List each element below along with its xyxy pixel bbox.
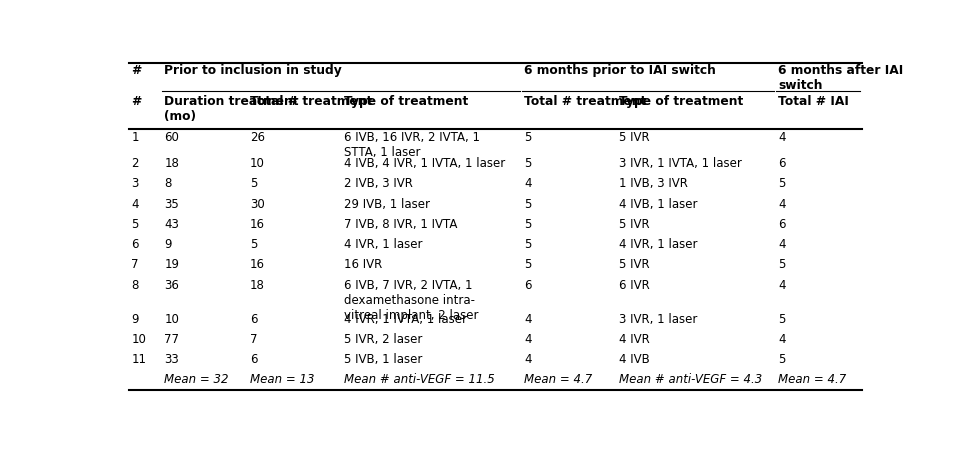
Text: 26: 26 <box>250 131 265 144</box>
Text: Mean = 32: Mean = 32 <box>164 374 229 387</box>
Text: 60: 60 <box>164 131 179 144</box>
Text: #: # <box>132 64 141 77</box>
Text: 4: 4 <box>524 177 531 190</box>
Text: 43: 43 <box>164 218 179 231</box>
Text: 5: 5 <box>524 198 531 211</box>
Text: 10: 10 <box>132 333 146 346</box>
Text: #: # <box>132 95 141 108</box>
Text: 9: 9 <box>132 313 138 326</box>
Text: 16 IVR: 16 IVR <box>344 258 382 271</box>
Text: 6: 6 <box>524 279 531 292</box>
Text: 4 IVR, 1 laser: 4 IVR, 1 laser <box>344 238 423 251</box>
Text: 6: 6 <box>132 238 138 251</box>
Text: 11: 11 <box>132 353 146 366</box>
Text: 4: 4 <box>777 279 785 292</box>
Text: 4 IVR: 4 IVR <box>618 333 649 346</box>
Text: 6 IVR: 6 IVR <box>618 279 649 292</box>
Text: 19: 19 <box>164 258 179 271</box>
Text: 5: 5 <box>524 238 531 251</box>
Text: 18: 18 <box>164 158 179 170</box>
Text: 3: 3 <box>132 177 138 190</box>
Text: 5: 5 <box>524 131 531 144</box>
Text: Duration treatment
(mo): Duration treatment (mo) <box>164 95 298 123</box>
Text: 8: 8 <box>164 177 171 190</box>
Text: 5: 5 <box>250 238 258 251</box>
Text: 9: 9 <box>164 238 171 251</box>
Text: 36: 36 <box>164 279 179 292</box>
Text: 1 IVB, 3 IVR: 1 IVB, 3 IVR <box>618 177 687 190</box>
Text: 4: 4 <box>777 198 785 211</box>
Text: 29 IVB, 1 laser: 29 IVB, 1 laser <box>344 198 430 211</box>
Text: 3 IVR, 1 laser: 3 IVR, 1 laser <box>618 313 697 326</box>
Text: 5 IVR: 5 IVR <box>618 131 649 144</box>
Text: 5: 5 <box>524 218 531 231</box>
Text: 6: 6 <box>777 158 785 170</box>
Text: Mean = 4.7: Mean = 4.7 <box>777 374 846 387</box>
Text: 4: 4 <box>524 313 531 326</box>
Text: 5: 5 <box>524 158 531 170</box>
Text: 5 IVR: 5 IVR <box>618 258 649 271</box>
Text: 30: 30 <box>250 198 264 211</box>
Text: 10: 10 <box>164 313 179 326</box>
Text: Prior to inclusion in study: Prior to inclusion in study <box>164 64 341 77</box>
Text: 5 IVR: 5 IVR <box>618 218 649 231</box>
Text: 7: 7 <box>132 258 138 271</box>
Text: 7: 7 <box>250 333 258 346</box>
Text: 7 IVB, 8 IVR, 1 IVTA: 7 IVB, 8 IVR, 1 IVTA <box>344 218 457 231</box>
Text: 6 months after IAI
switch: 6 months after IAI switch <box>777 64 902 92</box>
Text: Total # treatment: Total # treatment <box>524 95 646 108</box>
Text: 35: 35 <box>164 198 179 211</box>
Text: 8: 8 <box>132 279 138 292</box>
Text: 5: 5 <box>777 353 785 366</box>
Text: 6: 6 <box>250 353 258 366</box>
Text: 77: 77 <box>164 333 179 346</box>
Text: 5: 5 <box>777 313 785 326</box>
Text: 4: 4 <box>132 198 138 211</box>
Text: 4: 4 <box>524 353 531 366</box>
Text: Total # IAI: Total # IAI <box>777 95 849 108</box>
Text: Mean # anti-VEGF = 4.3: Mean # anti-VEGF = 4.3 <box>618 374 761 387</box>
Text: 10: 10 <box>250 158 265 170</box>
Text: 16: 16 <box>250 258 265 271</box>
Text: 4: 4 <box>524 333 531 346</box>
Text: 5: 5 <box>132 218 138 231</box>
Text: 6 IVB, 7 IVR, 2 IVTA, 1
dexamethasone intra-
vitreal implant, 2 laser: 6 IVB, 7 IVR, 2 IVTA, 1 dexamethasone in… <box>344 279 479 321</box>
Text: 16: 16 <box>250 218 265 231</box>
Text: 4: 4 <box>777 131 785 144</box>
Text: Total # treatment: Total # treatment <box>250 95 372 108</box>
Text: 4 IVR, 1 IVTA, 1 laser: 4 IVR, 1 IVTA, 1 laser <box>344 313 467 326</box>
Text: 5 IVB, 1 laser: 5 IVB, 1 laser <box>344 353 422 366</box>
Text: 6 months prior to IAI switch: 6 months prior to IAI switch <box>524 64 716 77</box>
Text: 4 IVB, 1 laser: 4 IVB, 1 laser <box>618 198 697 211</box>
Text: 18: 18 <box>250 279 265 292</box>
Text: 2 IVB, 3 IVR: 2 IVB, 3 IVR <box>344 177 413 190</box>
Text: 4: 4 <box>777 238 785 251</box>
Text: Mean # anti-VEGF = 11.5: Mean # anti-VEGF = 11.5 <box>344 374 495 387</box>
Text: 5: 5 <box>250 177 258 190</box>
Text: 5 IVR, 2 laser: 5 IVR, 2 laser <box>344 333 422 346</box>
Text: 4: 4 <box>777 333 785 346</box>
Text: 6: 6 <box>777 218 785 231</box>
Text: Mean = 4.7: Mean = 4.7 <box>524 374 592 387</box>
Text: Mean = 13: Mean = 13 <box>250 374 314 387</box>
Text: 33: 33 <box>164 353 179 366</box>
Text: 5: 5 <box>777 258 785 271</box>
Text: 1: 1 <box>132 131 138 144</box>
Text: 6 IVB, 16 IVR, 2 IVTA, 1
STTA, 1 laser: 6 IVB, 16 IVR, 2 IVTA, 1 STTA, 1 laser <box>344 131 480 159</box>
Text: 4 IVB, 4 IVR, 1 IVTA, 1 laser: 4 IVB, 4 IVR, 1 IVTA, 1 laser <box>344 158 505 170</box>
Text: 6: 6 <box>250 313 258 326</box>
Text: 4 IVB: 4 IVB <box>618 353 649 366</box>
Text: 3 IVR, 1 IVTA, 1 laser: 3 IVR, 1 IVTA, 1 laser <box>618 158 741 170</box>
Text: 5: 5 <box>524 258 531 271</box>
Text: Type of treatment: Type of treatment <box>618 95 742 108</box>
Text: 4 IVR, 1 laser: 4 IVR, 1 laser <box>618 238 697 251</box>
Text: 2: 2 <box>132 158 138 170</box>
Text: Type of treatment: Type of treatment <box>344 95 468 108</box>
Text: 5: 5 <box>777 177 785 190</box>
